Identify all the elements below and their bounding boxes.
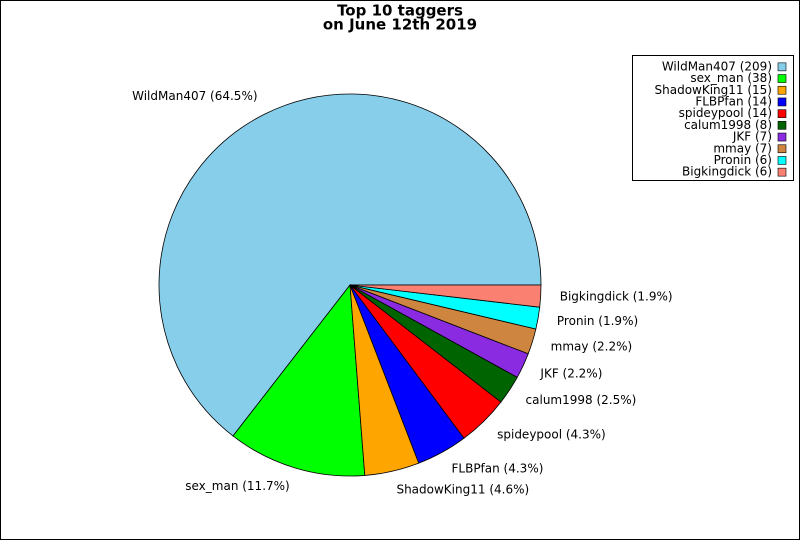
slice-label: spideypool (4.3%) <box>497 427 606 441</box>
slice-label: WildMan407 (64.5%) <box>132 89 257 103</box>
legend-swatch <box>777 121 787 130</box>
pie-slice <box>232 283 366 477</box>
chart-title: Top 10 taggers <box>337 2 463 20</box>
legend-label: WildMan407 (209) <box>662 59 772 73</box>
slice-label: ShadowKing11 (4.6%) <box>396 482 529 496</box>
slice-label: FLBPfan (4.3%) <box>452 461 544 475</box>
legend-swatch <box>777 167 787 177</box>
legend-swatch <box>777 97 787 107</box>
legend-swatch <box>777 74 787 83</box>
legend-swatch <box>777 156 787 165</box>
slice-label: sex_man (11.7%) <box>185 479 289 493</box>
slice-label: Pronin (1.9%) <box>557 314 638 328</box>
legend-swatch <box>777 132 787 142</box>
legend-label: FLBPfan (14) <box>695 94 772 108</box>
legend-box <box>632 55 794 181</box>
slice-label: mmay (2.2%) <box>551 340 633 354</box>
slice-label: JKF (2.2%) <box>539 366 602 380</box>
legend-label: sex_man (38) <box>690 71 772 85</box>
legend-label: Bigkingdick (6) <box>682 165 772 179</box>
slice-label: calum1998 (2.5%) <box>526 393 637 407</box>
chart-subtitle: on June 12th 2019 <box>323 16 477 34</box>
legend-swatch <box>777 109 787 118</box>
legend-label: Pronin (6) <box>714 153 772 167</box>
pie-slice <box>158 93 542 437</box>
legend-swatch <box>777 85 787 95</box>
legend-label: mmay (7) <box>713 141 772 155</box>
legend-label: calum1998 (8) <box>684 118 772 132</box>
legend-label: JKF (7) <box>732 130 772 144</box>
legend-label: spideypool (14) <box>679 106 772 120</box>
legend-swatch <box>777 62 787 72</box>
pie-slice <box>349 284 542 308</box>
legend-label: ShadowKing11 (15) <box>655 83 773 97</box>
legend-swatch <box>777 144 787 154</box>
slice-label: Bigkingdick (1.9%) <box>560 290 673 304</box>
